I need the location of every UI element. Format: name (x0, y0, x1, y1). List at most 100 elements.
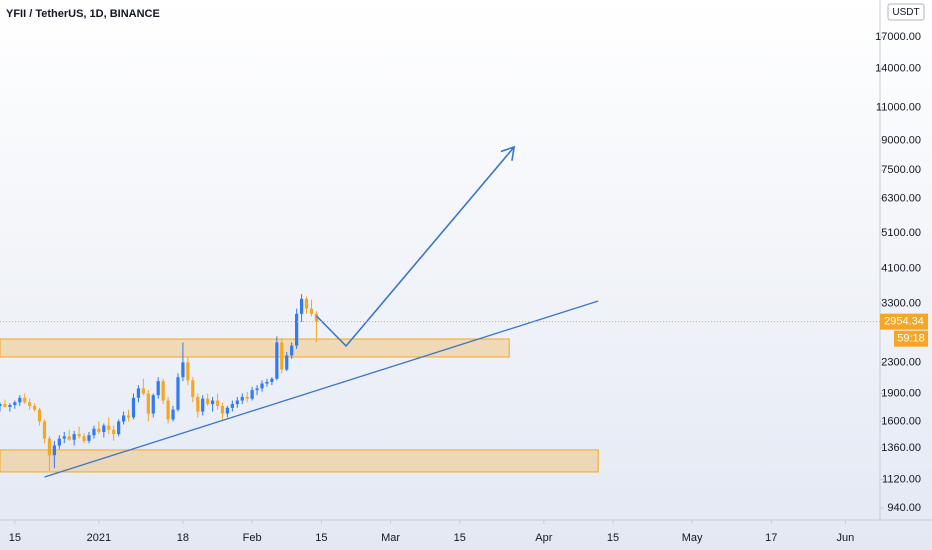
candle-body (309, 308, 314, 314)
candle-body (3, 404, 7, 407)
y-tick-label: 11000.00 (876, 102, 921, 114)
candle-body (82, 436, 86, 441)
candle-body (201, 398, 205, 412)
candle-body (220, 405, 225, 414)
candle-body (28, 402, 32, 406)
candle-body (112, 429, 116, 435)
candle-body (275, 342, 279, 379)
x-tick-label: May (682, 532, 703, 544)
candle-body (161, 381, 165, 401)
candle-body (52, 445, 56, 456)
candle-body (102, 425, 106, 432)
y-tick-label: 3300.00 (881, 298, 921, 310)
zone (0, 338, 510, 358)
y-tick-label: 7500.00 (881, 164, 921, 176)
candle-body (57, 438, 61, 446)
candle-body (270, 378, 274, 382)
y-tick-label: 1600.00 (881, 415, 921, 427)
x-tick-label: 15 (9, 532, 21, 544)
x-tick-label: 15 (315, 532, 327, 544)
candle-body (77, 434, 81, 437)
candle-body (47, 438, 52, 456)
x-tick-label: Mar (381, 532, 400, 544)
y-tick-label: 6300.00 (881, 192, 921, 204)
candle-body (186, 362, 190, 381)
candle-body (0, 404, 2, 406)
candle-body (156, 381, 160, 396)
candle-body (314, 313, 319, 322)
candle-body (97, 428, 101, 432)
candle-body (37, 409, 42, 422)
price-label: 2954.34 (884, 316, 924, 328)
y-tick-label: 2300.00 (881, 356, 921, 368)
candle-body (87, 435, 91, 441)
candle-body (215, 400, 220, 406)
candle-body (107, 425, 111, 430)
price-label-bg (880, 313, 928, 330)
x-tick-label: Apr (535, 532, 552, 544)
trendline (44, 300, 599, 478)
candle-body (235, 400, 239, 405)
x-tick-label: Feb (243, 532, 262, 544)
candle-body (206, 398, 210, 405)
candle-body (210, 400, 215, 405)
x-tick-label: 18 (177, 532, 189, 544)
candle-body (230, 404, 234, 408)
candle-body (141, 388, 145, 394)
candle-body (285, 355, 289, 370)
candle-body (196, 396, 200, 412)
candle-body (240, 396, 244, 401)
candle-body (72, 434, 76, 440)
candle-body (171, 409, 175, 420)
candle-body (117, 421, 121, 435)
y-tick-label: 17000.00 (875, 31, 921, 43)
candle-body (260, 383, 264, 389)
candle-body (295, 313, 299, 346)
candle-body (304, 298, 309, 309)
x-tick-label: 15 (454, 532, 466, 544)
arrow-head (500, 145, 516, 161)
currency-badge[interactable] (887, 3, 925, 21)
candle-body (92, 428, 96, 436)
y-tick-label: 1900.00 (881, 387, 921, 399)
candle-body (67, 436, 71, 440)
chart-title: YFII / TetherUS, 1D, BINANCE (6, 8, 160, 20)
zone (0, 449, 599, 473)
y-tick-label: 5100.00 (881, 227, 921, 239)
y-tick-label: 940.00 (887, 502, 921, 514)
candle-body (299, 298, 304, 314)
countdown-bg (894, 330, 928, 347)
candle-body (290, 345, 294, 356)
candle-body (146, 393, 150, 414)
x-tick-label: 15 (607, 532, 619, 544)
arrow-path (315, 146, 515, 348)
y-tick-label: 1360.00 (881, 442, 921, 454)
candle-body (33, 405, 37, 410)
y-tick-label: 9000.00 (881, 134, 921, 146)
candle-body (255, 388, 259, 391)
candle-body (166, 400, 170, 420)
candle-body (250, 390, 254, 399)
x-tick-label: 17 (765, 532, 777, 544)
candle-body (191, 380, 195, 397)
currency-label: USDT (892, 7, 919, 18)
y-tick-label: 14000.00 (875, 62, 921, 74)
candle-body (8, 405, 12, 407)
candle-body (151, 395, 155, 414)
y-tick-label: 4100.00 (881, 262, 921, 274)
candle-body (18, 397, 22, 403)
candle-body (42, 421, 47, 439)
candle-body (62, 436, 66, 439)
candle-body (245, 396, 249, 399)
x-tick-label: Jun (837, 532, 855, 544)
candle-body (126, 415, 131, 418)
x-tick-label: 2021 (87, 532, 111, 544)
candle-body (181, 362, 185, 378)
candle-body (136, 388, 141, 398)
candle-body (280, 342, 284, 370)
candle-body (265, 381, 269, 384)
countdown-label: 59:18 (897, 333, 925, 345)
candle-body (176, 377, 180, 410)
